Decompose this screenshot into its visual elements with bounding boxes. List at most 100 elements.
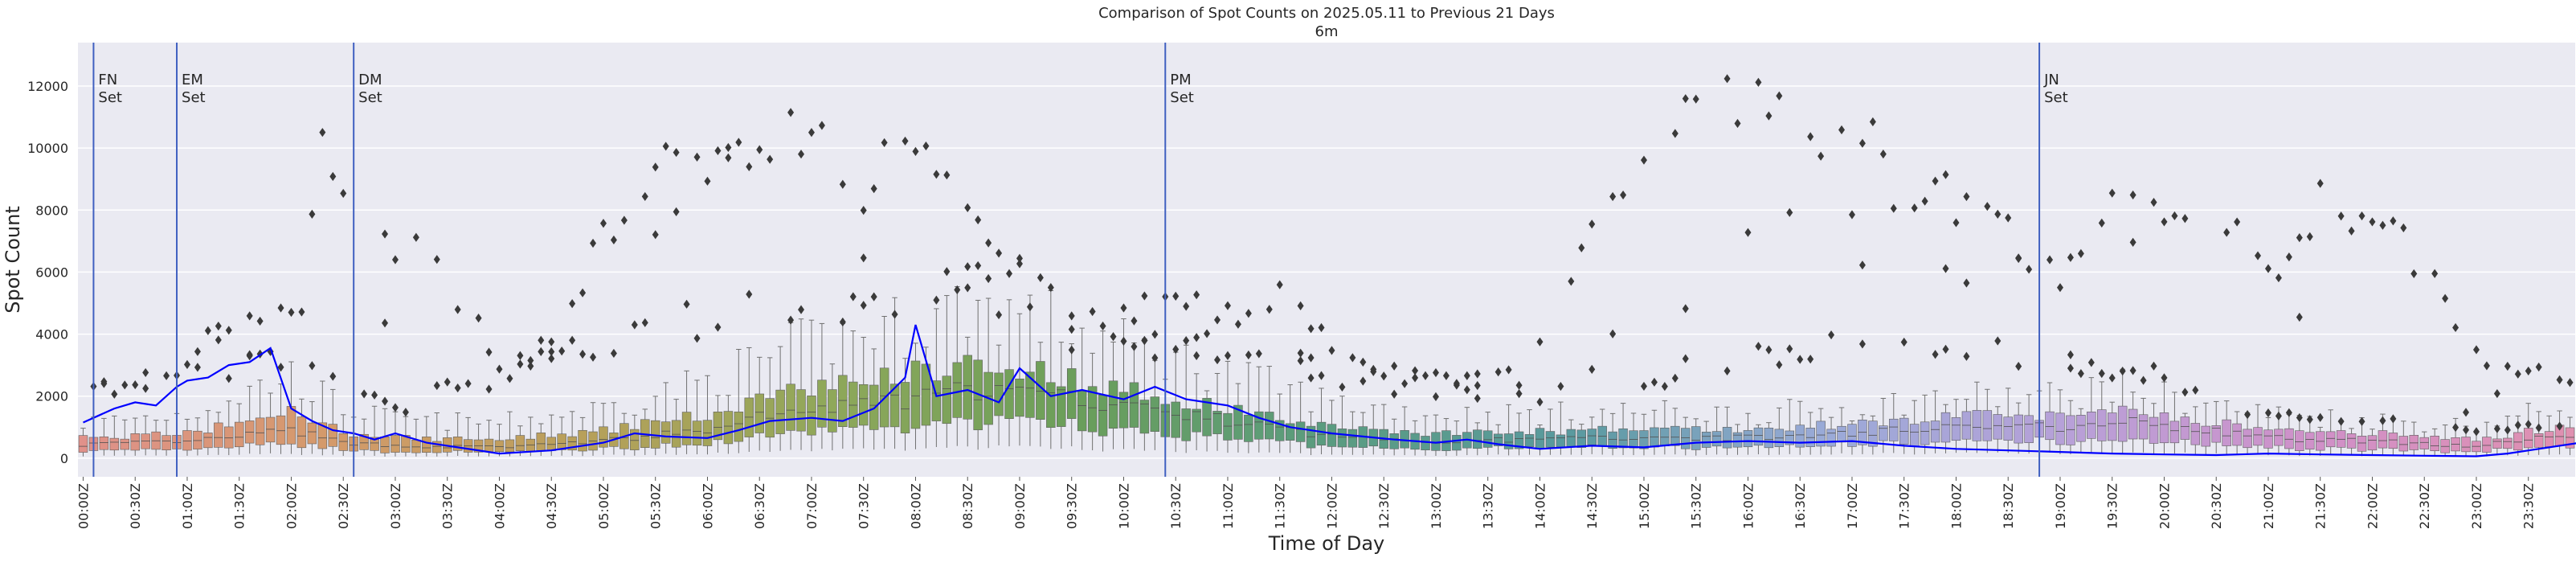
x-tick-label: 21:00Z xyxy=(2261,483,2276,529)
box-iqr xyxy=(963,355,972,419)
box-iqr xyxy=(1941,412,1950,442)
box-iqr xyxy=(1296,422,1305,442)
x-tick-label: 15:00Z xyxy=(1637,483,1652,529)
y-axis-label: Spot Count xyxy=(2,206,24,313)
box-iqr xyxy=(1827,429,1836,446)
box-iqr xyxy=(1151,397,1159,432)
x-tick-label: 00:30Z xyxy=(128,483,143,529)
box-iqr xyxy=(558,434,566,450)
box-iqr xyxy=(776,390,785,433)
box-iqr xyxy=(1504,434,1513,449)
box-iqr xyxy=(2378,431,2387,449)
box-iqr xyxy=(381,437,390,453)
box-iqr xyxy=(734,412,743,441)
x-tick-label: 07:00Z xyxy=(804,483,820,529)
box-iqr xyxy=(1691,427,1700,450)
x-tick-label: 08:00Z xyxy=(908,483,923,529)
box-iqr xyxy=(1140,400,1149,433)
x-tick-label: 17:30Z xyxy=(1897,483,1912,529)
session-label: JN xyxy=(2043,72,2059,88)
box-iqr xyxy=(1224,413,1233,440)
y-tick-label: 12000 xyxy=(27,79,68,94)
x-tick-label: 02:30Z xyxy=(336,483,351,529)
box-iqr xyxy=(2326,432,2335,447)
box-iqr xyxy=(1973,410,1981,441)
box-iqr xyxy=(1754,428,1763,445)
box-iqr xyxy=(1993,414,2002,439)
box-iqr xyxy=(1681,429,1690,449)
box-iqr xyxy=(953,363,962,417)
x-tick-label: 17:00Z xyxy=(1845,483,1860,529)
box-iqr xyxy=(1077,391,1086,431)
box-iqr xyxy=(1525,434,1534,446)
x-tick-label: 05:00Z xyxy=(596,483,611,529)
box-iqr xyxy=(2545,432,2554,447)
box-iqr xyxy=(1838,426,1846,442)
box-iqr xyxy=(1327,425,1336,447)
x-tick-label: 16:30Z xyxy=(1793,483,1808,529)
box-iqr xyxy=(859,384,868,425)
x-tick-label: 09:00Z xyxy=(1012,483,1028,529)
box-iqr xyxy=(2118,406,2127,441)
box-iqr xyxy=(2149,417,2158,443)
box-iqr xyxy=(599,427,608,447)
box-iqr xyxy=(505,440,514,452)
session-label: DM xyxy=(358,72,382,88)
x-tick-label: 09:30Z xyxy=(1065,483,1080,529)
box-iqr xyxy=(276,416,285,445)
box-iqr xyxy=(1619,429,1628,448)
box-iqr xyxy=(1723,427,1732,448)
x-tick-label: 10:00Z xyxy=(1116,483,1131,529)
box-iqr xyxy=(2170,421,2179,443)
box-iqr xyxy=(2128,409,2137,439)
box-iqr xyxy=(2513,433,2522,450)
x-tick-label: 18:00Z xyxy=(1948,483,1964,529)
box-iqr xyxy=(287,406,296,444)
box-iqr xyxy=(995,373,1004,416)
box-iqr xyxy=(1764,428,1773,447)
box-iqr xyxy=(1016,379,1024,416)
box-iqr xyxy=(724,412,733,444)
x-tick-label: 18:30Z xyxy=(2001,483,2016,529)
box-iqr xyxy=(661,422,670,444)
box-iqr xyxy=(2191,423,2200,445)
box-iqr xyxy=(1535,429,1544,449)
box-iqr xyxy=(1952,417,1961,440)
x-tick-label: 04:30Z xyxy=(544,483,559,529)
box-iqr xyxy=(2097,410,2106,441)
box-iqr xyxy=(2014,415,2023,443)
box-iqr xyxy=(1546,432,1555,448)
box-iqr xyxy=(1421,436,1430,449)
chart-subtitle: 6m xyxy=(1315,23,1339,40)
box-iqr xyxy=(1338,429,1347,447)
box-iqr xyxy=(2410,435,2419,449)
box-iqr xyxy=(2305,433,2314,449)
box-iqr xyxy=(1556,435,1565,447)
box-iqr xyxy=(693,421,701,445)
box-iqr xyxy=(183,431,192,451)
box-iqr xyxy=(2046,412,2055,440)
session-label: FN xyxy=(98,72,117,88)
box-iqr xyxy=(2316,432,2325,450)
box-iqr xyxy=(2139,415,2148,439)
box-iqr xyxy=(2368,436,2377,450)
x-tick-label: 14:00Z xyxy=(1532,483,1548,529)
x-tick-label: 05:30Z xyxy=(648,483,664,529)
y-tick-label: 8000 xyxy=(35,203,68,218)
chart-title: Comparison of Spot Counts on 2025.05.11 … xyxy=(1098,5,1555,22)
box-iqr xyxy=(755,394,764,433)
box-iqr xyxy=(2254,428,2263,445)
box-iqr xyxy=(1670,426,1679,445)
x-tick-label: 23:30Z xyxy=(2521,483,2537,529)
box-iqr xyxy=(2202,426,2210,446)
box-iqr xyxy=(162,436,171,450)
x-tick-label: 06:00Z xyxy=(700,483,715,529)
box-iqr xyxy=(2025,416,2034,443)
x-tick-label: 08:30Z xyxy=(960,483,975,529)
box-iqr xyxy=(2108,413,2116,441)
box-iqr xyxy=(1910,425,1919,446)
x-tick-label: 07:30Z xyxy=(857,483,872,529)
y-tick-label: 4000 xyxy=(35,327,68,343)
box-iqr xyxy=(2066,416,2075,445)
box-iqr xyxy=(1796,425,1805,447)
